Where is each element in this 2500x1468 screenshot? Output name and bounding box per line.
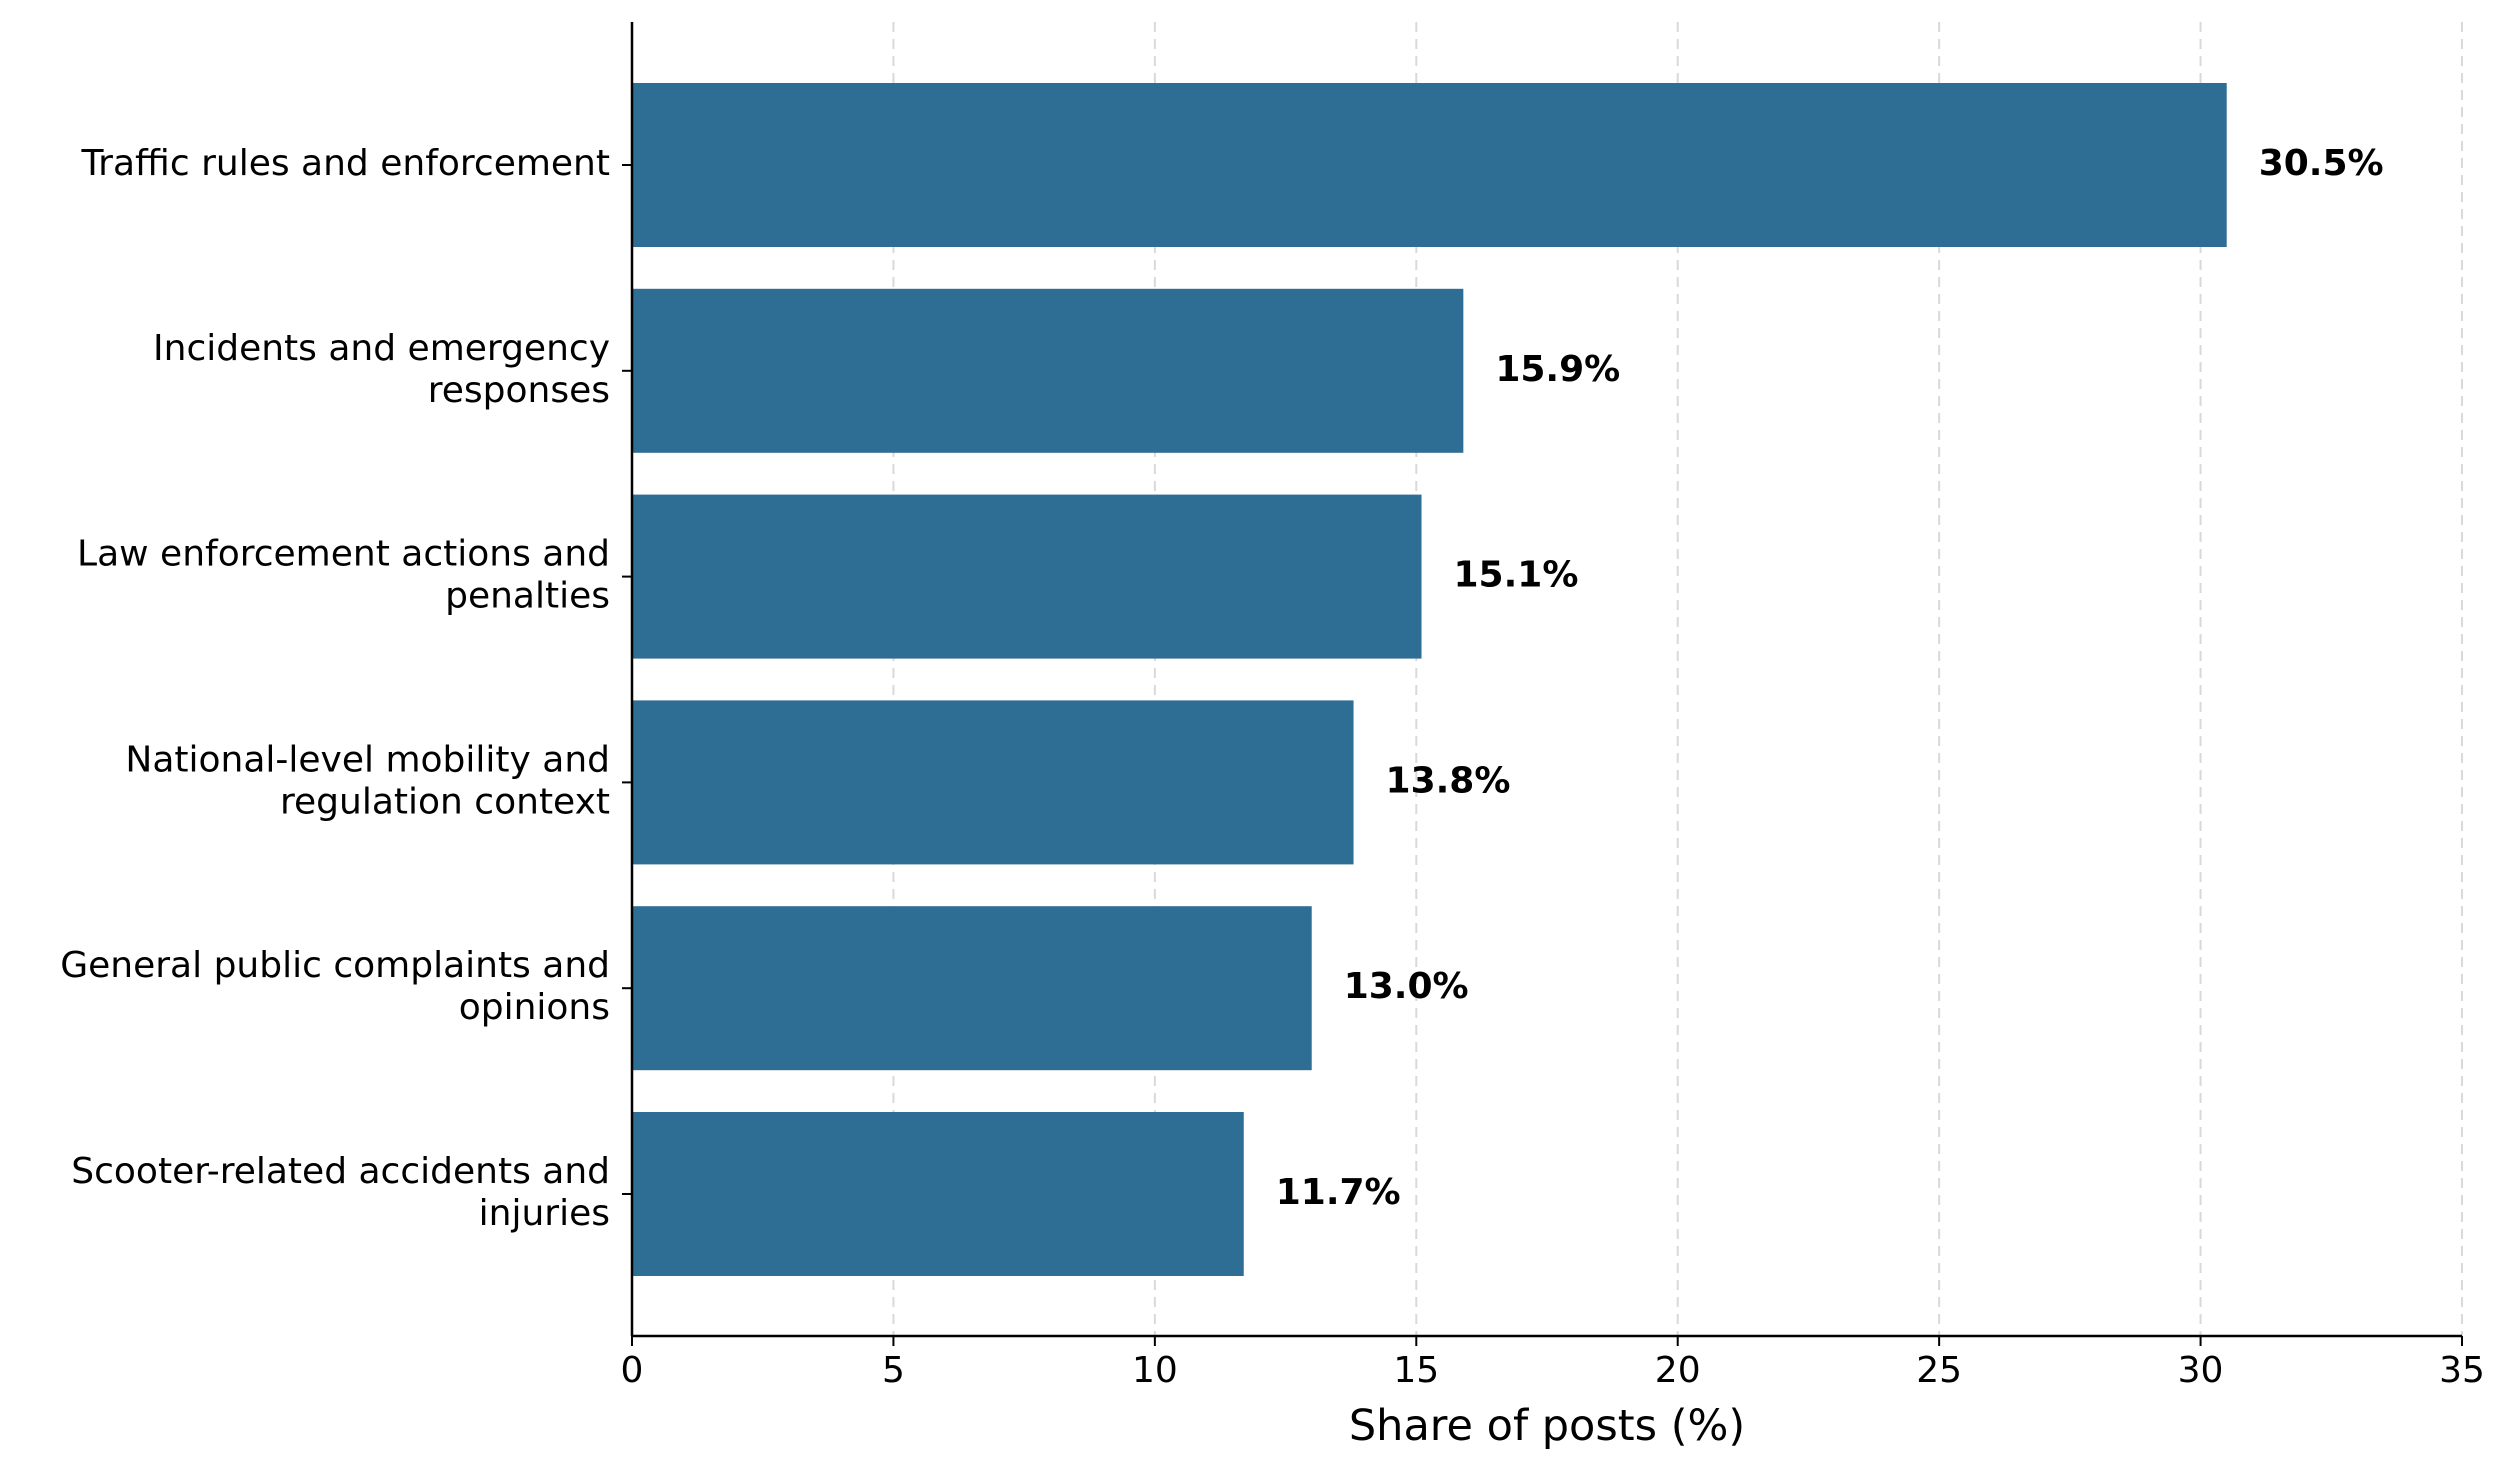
bar [632,83,2227,247]
category-label: Traffic rules and enforcement [80,143,610,184]
x-axis-title: Share of posts (%) [1349,1401,1745,1451]
category-label: Scooter-related accidents and injuries [71,1151,610,1234]
bar [632,288,1464,453]
x-tick-labels: 0 5 10 15 20 25 30 35 [621,1350,2485,1391]
y-tick-labels: Traffic rules and enforcement Incidents a… [60,143,610,1234]
x-tick-label: 10 [1132,1350,1178,1391]
axes [622,22,2463,1346]
x-tick-label: 5 [882,1350,905,1391]
bar [632,1112,1244,1276]
category-label: Law enforcement actions and penalties [77,534,610,617]
value-label: 13.8% [1386,760,1511,801]
category-label: National-level mobility and regulation co… [125,739,610,822]
value-label: 13.0% [1344,966,1469,1007]
value-label: 15.1% [1454,555,1579,596]
category-label: General public complaints and opinions [60,945,610,1028]
value-label: 11.7% [1276,1172,1401,1213]
x-tick-label: 20 [1655,1350,1701,1391]
bars [632,83,2227,1276]
x-tick-label: 35 [2439,1350,2485,1391]
x-tick-label: 25 [1916,1350,1962,1391]
bar [632,494,1422,659]
x-tick-label: 0 [621,1350,644,1391]
bar [632,906,1312,1071]
category-label: Incidents and emergency responses [153,328,610,411]
bar [632,700,1354,865]
x-tick-label: 15 [1393,1350,1439,1391]
x-tick-label: 30 [2178,1350,2224,1391]
value-label: 15.9% [1495,349,1620,390]
value-labels: 30.5% 15.9% 15.1% 13.8% 13.0% 11.7% [1276,143,2384,1213]
value-label: 30.5% [2259,143,2384,184]
